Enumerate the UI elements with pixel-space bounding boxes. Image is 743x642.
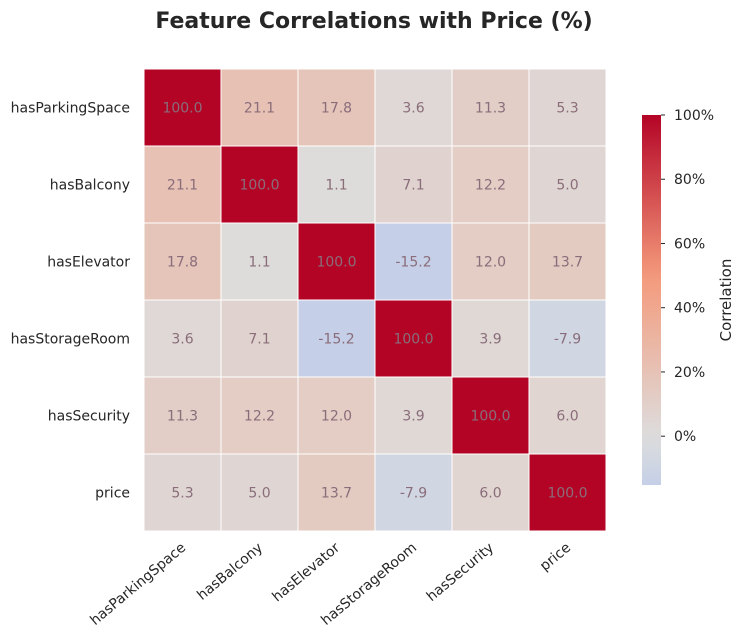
cell-value-label: 100.0 bbox=[470, 409, 510, 425]
cell-value-label: 1.1 bbox=[248, 255, 270, 271]
heatmap-cell bbox=[143, 376, 222, 455]
heatmap-cell bbox=[143, 299, 222, 378]
cell-value-label: 3.9 bbox=[479, 332, 501, 348]
heatmap-cell bbox=[297, 68, 376, 147]
heatmap-cell bbox=[528, 376, 607, 455]
cell-value-label: 13.7 bbox=[552, 255, 583, 271]
chart-title: Feature Correlations with Price (%) bbox=[155, 9, 592, 34]
cell-value-label: 7.1 bbox=[402, 178, 424, 194]
cell-value-label: 3.6 bbox=[171, 332, 193, 348]
cell-value-label: 7.1 bbox=[248, 332, 270, 348]
colorbar-tick-label: 80% bbox=[674, 172, 705, 188]
heatmap-cell bbox=[220, 222, 299, 301]
row-tick-label: hasStorageRoom bbox=[11, 332, 130, 348]
cell-value-label: 17.8 bbox=[321, 101, 352, 117]
heatmap-cell bbox=[451, 222, 530, 301]
cell-value-label: -7.9 bbox=[400, 486, 427, 502]
cell-value-label: 5.3 bbox=[171, 486, 193, 502]
heatmap-cell bbox=[374, 453, 453, 532]
cell-value-label: 13.7 bbox=[321, 486, 352, 502]
cell-value-label: 3.6 bbox=[402, 101, 424, 117]
cell-value-label: 12.0 bbox=[475, 255, 506, 271]
cell-value-label: -15.2 bbox=[318, 332, 354, 348]
row-tick-label: hasSecurity bbox=[48, 409, 130, 425]
heatmap-cell bbox=[528, 299, 607, 378]
cell-value-label: 100.0 bbox=[162, 101, 202, 117]
heatmap-cell bbox=[220, 68, 299, 147]
heatmap-cell bbox=[528, 68, 607, 147]
cell-value-label: 100.0 bbox=[547, 486, 587, 502]
colorbar-gradient bbox=[642, 115, 661, 485]
heatmap-cell bbox=[374, 145, 453, 224]
heatmap-cell bbox=[451, 68, 530, 147]
cell-value-label: 12.2 bbox=[475, 178, 506, 194]
heatmap-cell bbox=[451, 453, 530, 532]
heatmap-cell bbox=[528, 453, 607, 532]
row-tick-label: price bbox=[95, 486, 130, 502]
heatmap-cell bbox=[528, 222, 607, 301]
cell-value-label: -15.2 bbox=[395, 255, 431, 271]
colorbar-tick-label: 100% bbox=[674, 108, 714, 124]
row-tick-labels: hasParkingSpace hasBalcony hasElevator hasS… bbox=[11, 101, 131, 502]
heatmap-cell bbox=[374, 222, 453, 301]
heatmap-cell bbox=[297, 299, 376, 378]
cell-value-label: 12.0 bbox=[321, 409, 352, 425]
column-tick-label: hasElevator bbox=[269, 540, 343, 606]
heatmap-cell bbox=[451, 376, 530, 455]
column-tick-label: hasParkingSpace bbox=[87, 540, 189, 629]
row-tick-label: hasElevator bbox=[47, 255, 130, 271]
cell-value-label: 11.3 bbox=[167, 409, 198, 425]
cell-value-label: 21.1 bbox=[167, 178, 198, 194]
colorbar-tick-label: 40% bbox=[674, 301, 705, 317]
column-tick-label: hasBalcony bbox=[194, 540, 266, 604]
column-tick-labels: hasParkingSpace hasBalcony hasElevator hasS… bbox=[87, 540, 574, 629]
heatmap-cell bbox=[374, 68, 453, 147]
row-tick-label: hasBalcony bbox=[50, 178, 130, 194]
column-tick-label: hasSecurity bbox=[424, 540, 497, 605]
cell-value-label: 1.1 bbox=[325, 178, 347, 194]
cell-value-label: 100.0 bbox=[239, 178, 279, 194]
colorbar-tick-label: 60% bbox=[674, 236, 705, 252]
colorbar: 0% 20% 40% 60% 80% 100% Correlation bbox=[642, 108, 735, 485]
cell-value-label: 21.1 bbox=[244, 101, 275, 117]
cell-value-label: 12.2 bbox=[244, 409, 275, 425]
heatmap-cell bbox=[143, 453, 222, 532]
cell-value-label: 6.0 bbox=[556, 409, 578, 425]
heatmap-cell bbox=[451, 299, 530, 378]
cell-value-label: 5.0 bbox=[556, 178, 578, 194]
heatmap-cell bbox=[528, 145, 607, 224]
colorbar-tick-label: 20% bbox=[674, 365, 705, 381]
heatmap-cell bbox=[143, 68, 222, 147]
heatmap-cells: 100.0 21.1 17.8 3.6 11.3 5.3 21.1 100.0 1.1 7.1 12… bbox=[143, 68, 607, 532]
cell-value-label: 3.9 bbox=[402, 409, 424, 425]
row-tick-label: hasParkingSpace bbox=[11, 101, 130, 117]
heatmap-cell bbox=[220, 145, 299, 224]
column-tick-label: price bbox=[537, 540, 574, 575]
colorbar-tick-label: 0% bbox=[674, 429, 696, 445]
cell-value-label: -7.9 bbox=[554, 332, 581, 348]
cell-value-label: 6.0 bbox=[479, 486, 501, 502]
cell-value-label: 17.8 bbox=[167, 255, 198, 271]
heatmap-cell bbox=[220, 299, 299, 378]
cell-value-label: 11.3 bbox=[475, 101, 506, 117]
cell-value-label: 5.3 bbox=[556, 101, 578, 117]
heatmap-cell bbox=[374, 299, 453, 378]
cell-value-label: 5.0 bbox=[248, 486, 270, 502]
cell-value-label: 100.0 bbox=[393, 332, 433, 348]
cell-value-label: 100.0 bbox=[316, 255, 356, 271]
heatmap-cell bbox=[374, 376, 453, 455]
colorbar-label: Correlation bbox=[717, 259, 735, 342]
heatmap-cell bbox=[297, 376, 376, 455]
heatmap-cell bbox=[143, 222, 222, 301]
